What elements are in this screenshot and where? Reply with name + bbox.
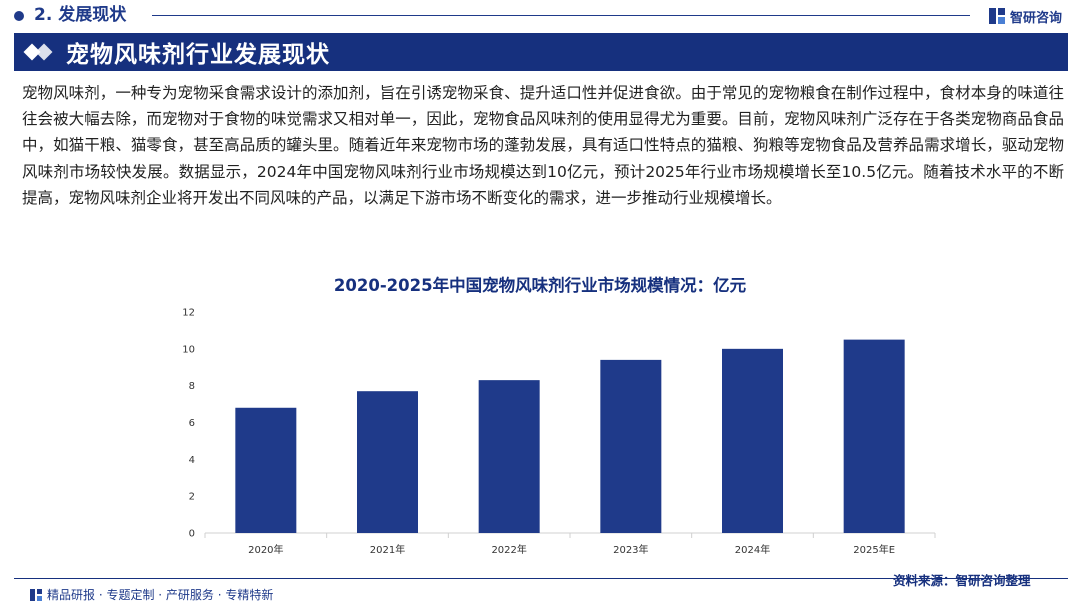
- header-rule: [152, 15, 970, 16]
- logo-text: 智研咨询: [1010, 10, 1063, 26]
- x-tick-label: 2021年: [370, 543, 405, 556]
- bar: [235, 407, 297, 533]
- section-bullet: [14, 11, 24, 21]
- x-tick-label: 2024年: [735, 543, 770, 556]
- bar: [843, 339, 905, 533]
- page-title: 宠物风味剂行业发展现状: [66, 42, 330, 68]
- y-tick-label: 8: [189, 381, 195, 392]
- section-heading: 2. 发展现状: [34, 5, 127, 25]
- brand-logo: 智研咨询: [988, 5, 1062, 27]
- y-tick-label: 6: [189, 418, 195, 429]
- y-tick-label: 4: [189, 455, 195, 466]
- y-tick-label: 0: [189, 529, 195, 540]
- x-tick-label: 2020年: [248, 543, 283, 556]
- bar: [357, 391, 418, 533]
- data-source: 资料来源：智研咨询整理: [893, 573, 1031, 588]
- y-tick-label: 10: [182, 344, 195, 355]
- footer-rule: [14, 578, 1068, 579]
- footer-tagline: 精品研报 · 专题定制 · 产研服务 · 专精特新: [47, 588, 274, 602]
- brand-small-icon: [30, 588, 42, 601]
- x-tick-label: 2023年: [613, 543, 648, 556]
- logo-icon: [989, 8, 1005, 24]
- y-tick-label: 2: [189, 492, 195, 503]
- x-tick-label: 2025年E: [853, 543, 895, 556]
- top-bar: 2. 发展现状 智研咨询: [0, 0, 1080, 32]
- footer-tagline-group: 精品研报 · 专题定制 · 产研服务 · 专精特新: [30, 586, 273, 603]
- x-tick-label: 2022年: [491, 543, 526, 556]
- chart-title: 2020-2025年中国宠物风味剂行业市场规模情况：亿元: [333, 276, 747, 295]
- bar: [600, 359, 662, 533]
- bar: [478, 380, 540, 533]
- body-paragraph: 宠物风味剂，一种专为宠物采食需求设计的添加剂，旨在引诱宠物采食、提升适口性并促进…: [22, 84, 1064, 207]
- title-banner: 宠物风味剂行业发展现状: [14, 33, 1068, 71]
- bar: [722, 348, 783, 533]
- y-tick-label: 12: [182, 308, 195, 319]
